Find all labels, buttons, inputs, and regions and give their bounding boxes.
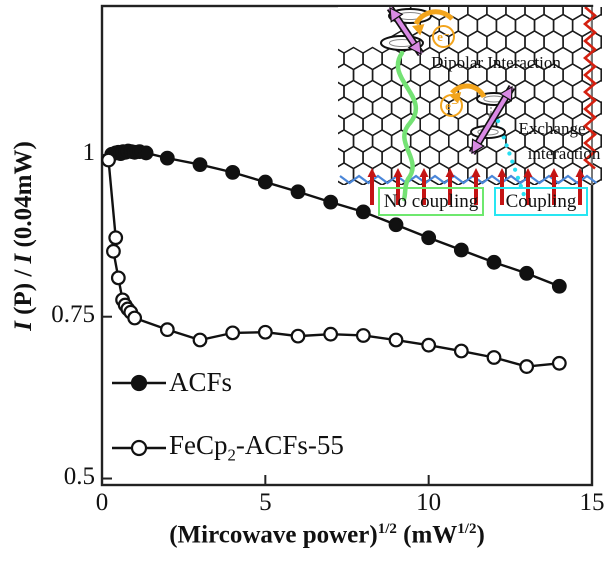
plot-frame	[100, 4, 594, 487]
x-axis-label-exponent: 1/2	[377, 521, 397, 537]
x-tick-label: 15	[579, 489, 604, 516]
y-axis-label: I (P) / I (0.04mW)	[10, 76, 44, 396]
legend-entry-acfs: ACFs	[112, 367, 232, 398]
filled-circle-marker	[421, 230, 437, 246]
legend-marker	[112, 439, 166, 456]
open-circle-marker	[519, 359, 535, 374]
no-coupling-label: No coupling	[383, 191, 479, 212]
x-axis-label-part: (Mircowave power)	[169, 521, 378, 549]
y-tick-label: 0.5	[63, 462, 95, 490]
open-circle-marker	[551, 355, 567, 371]
red-zigzag-edge	[582, 7, 598, 170]
x-tick-label: 5	[259, 489, 272, 516]
open-circle-marker	[421, 337, 437, 353]
x-axis-label: (Mircowave power)1/2 (mW1/2)	[92, 521, 562, 549]
open-circle-marker	[225, 325, 241, 341]
open-circle-marker	[388, 332, 404, 348]
open-circle-marker	[192, 332, 208, 348]
inset-label-interaction: interaction	[527, 144, 601, 163]
x-axis-label-part: (mW	[396, 521, 458, 549]
filled-circle-marker	[486, 254, 502, 270]
filled-circle-marker	[519, 265, 535, 281]
inset-label-exchange: Exchange	[518, 119, 586, 138]
y-tick-label: 0.75	[51, 300, 95, 328]
open-circle-marker	[108, 230, 124, 246]
data-series-fecp2-acfs-55	[101, 152, 567, 374]
open-circle-marker	[257, 324, 273, 340]
y-axis-label-part: I	[10, 253, 37, 264]
no-coupling-box: No coupling	[378, 187, 484, 216]
spin-dipole-arrow	[468, 85, 516, 155]
electron-icon: e⁻	[432, 25, 455, 48]
open-circle-marker	[101, 152, 116, 168]
open-circle-marker	[486, 350, 502, 365]
x-tick-label: 10	[416, 489, 442, 516]
legend-label: FeCp2-ACFs-55	[169, 430, 344, 465]
legend-label: ACFs	[169, 367, 233, 397]
filled-circle-marker	[225, 164, 241, 180]
series-line	[107, 159, 560, 368]
spin-arrows	[367, 168, 585, 205]
filled-circle-marker	[453, 242, 469, 258]
open-circle-marker	[159, 322, 175, 338]
open-circle-marker	[127, 310, 143, 326]
filled-circle-marker	[257, 174, 273, 190]
open-circle-marker	[355, 328, 371, 343]
filled-circle-marker	[551, 278, 567, 294]
y-tick-label: 1	[82, 138, 96, 166]
open-circle-marker	[110, 270, 126, 286]
spin-dipole-arrow	[386, 7, 425, 57]
inset-illustration: Dipolar Interaction Exchange interaction…	[338, 7, 604, 222]
filled-circle-marker	[192, 157, 208, 172]
inset-label-dipolar-interaction: Dipolar Interaction	[431, 53, 561, 72]
open-circle-marker	[290, 328, 306, 344]
coupling-label: Coupling	[505, 191, 577, 212]
x-axis-label-part: )	[476, 521, 485, 549]
filled-circle-marker	[388, 217, 404, 233]
filled-circle-marker	[138, 145, 154, 161]
filled-circle-marker	[159, 150, 175, 166]
x-axis-label-exponent: 1/2	[457, 521, 477, 537]
filled-circle-marker	[290, 184, 306, 200]
legend-entry-fecp2-acfs-55: FeCp2-ACFs-55	[112, 430, 344, 465]
coupling-box: Coupling	[494, 187, 588, 216]
x-tick-label: 0	[95, 489, 109, 516]
filled-circle-marker	[355, 204, 371, 220]
legend-marker	[112, 374, 166, 391]
open-circle-marker	[453, 343, 469, 359]
filled-circle-marker	[323, 194, 339, 210]
electron-icon: e⁻	[440, 94, 463, 117]
open-circle-marker	[323, 326, 339, 342]
open-circle-marker	[106, 243, 121, 259]
